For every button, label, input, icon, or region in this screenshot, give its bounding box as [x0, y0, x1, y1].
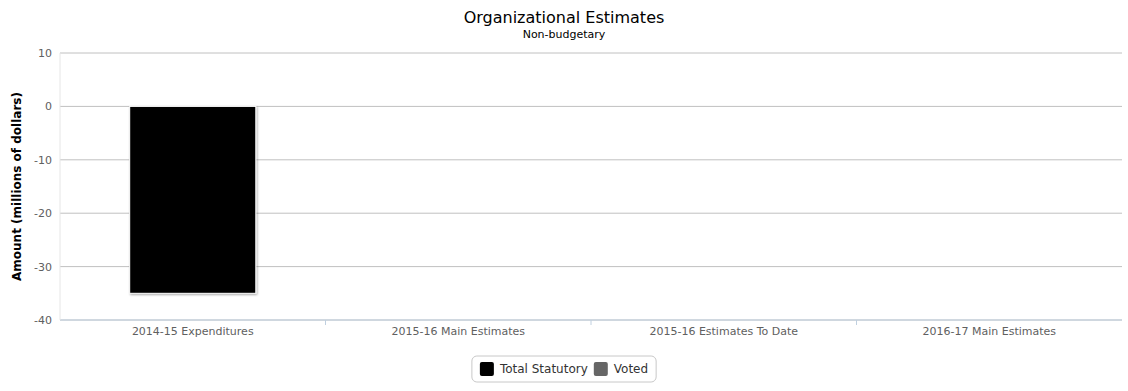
x-tick-label: 2016-17 Main Estimates — [922, 325, 1056, 338]
legend-swatch — [594, 362, 608, 376]
legend-label: Voted — [614, 362, 648, 376]
y-tick-label: -40 — [34, 314, 52, 327]
y-tick-label: 0 — [45, 100, 52, 113]
x-tick — [591, 320, 592, 325]
legend: Total Statutory Voted — [472, 356, 656, 382]
y-axis-line — [60, 53, 61, 320]
legend-label: Total Statutory — [499, 362, 588, 376]
y-tick-label: -30 — [34, 261, 52, 274]
grid-line — [60, 53, 1122, 54]
subtitle: Non-budgetary — [523, 28, 606, 41]
x-tick-label: 2014-15 Expenditures — [132, 325, 254, 338]
legend-swatch — [480, 362, 494, 376]
y-tick-label: -20 — [34, 207, 52, 220]
y-axis-label: Amount (millions of dollars) — [10, 92, 24, 281]
x-tick — [325, 320, 326, 325]
chart-svg: Organizational EstimatesNon-budgetary -40… — [0, 0, 1128, 391]
x-tick-label: 2015-16 Estimates To Date — [649, 325, 798, 338]
legend-box — [472, 356, 656, 382]
y-tick-label: 10 — [38, 47, 52, 60]
title: Organizational Estimates — [464, 8, 665, 27]
bar — [130, 106, 256, 293]
chart-container: Organizational EstimatesNon-budgetary -40… — [0, 0, 1128, 391]
y-tick-label: -10 — [34, 154, 52, 167]
x-tick-label: 2015-16 Main Estimates — [391, 325, 525, 338]
x-tick — [856, 320, 857, 325]
bars — [130, 106, 256, 293]
